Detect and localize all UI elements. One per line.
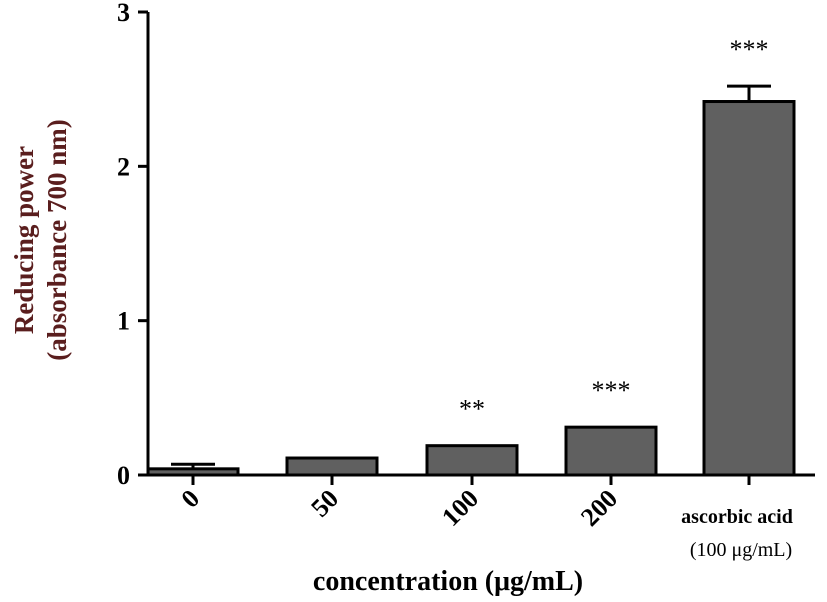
y-axis-title-line-1: Reducing power <box>9 146 39 334</box>
significance-label: *** <box>730 35 769 64</box>
y-tick-label: 1 <box>117 307 130 336</box>
x-ticks: 0 50 100 200 ascorbic acid (100 μg/mL) <box>176 475 793 561</box>
y-ticks: 0 1 2 3 <box>117 0 148 490</box>
bar <box>564 425 658 477</box>
significance-label: ** <box>459 395 485 424</box>
x-tick-label: 100 <box>436 484 484 532</box>
y-axis-title-line-2: (absorbance 700 nm) <box>42 119 72 361</box>
x-tick-label: 0 <box>176 484 206 514</box>
x-axis-title: concentration (μg/mL) <box>313 566 583 597</box>
bars: ******** <box>146 35 796 477</box>
bar <box>425 444 519 477</box>
bar <box>702 100 796 477</box>
y-tick-label: 2 <box>117 152 130 181</box>
x-tick-label: 50 <box>305 484 344 523</box>
y-tick-label: 0 <box>117 461 130 490</box>
y-tick-label: 3 <box>117 0 130 27</box>
x-tick-label: 200 <box>575 484 623 532</box>
y-axis-title: Reducing power (absorbance 700 nm) <box>9 119 72 361</box>
axes <box>146 12 815 477</box>
bar <box>285 456 379 477</box>
significance-label: *** <box>592 376 631 405</box>
x-tick-label-line-1: ascorbic acid <box>681 506 793 528</box>
x-tick-label-line-2: (100 μg/mL) <box>690 539 792 561</box>
